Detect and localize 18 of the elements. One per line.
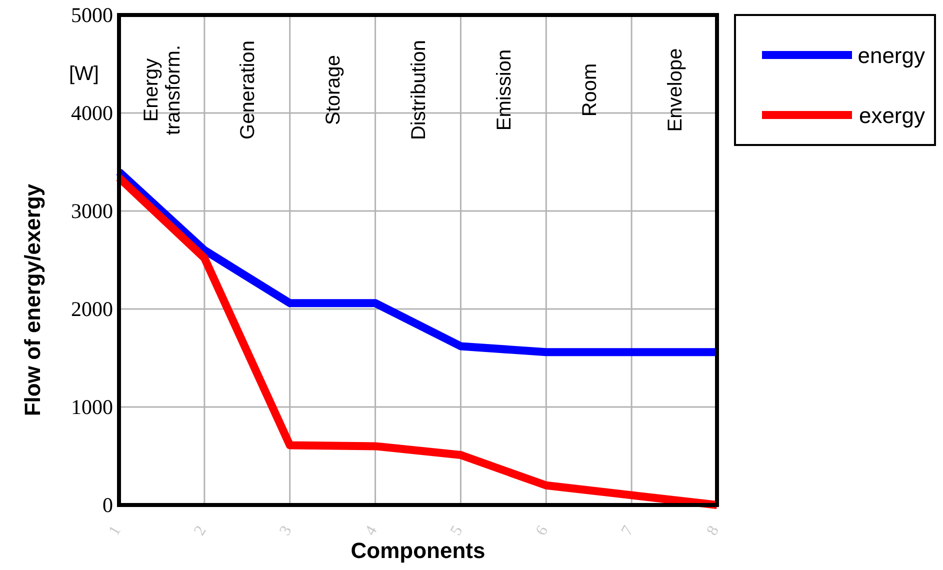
annotation: Envelope (664, 48, 686, 132)
annotation: Emission (493, 49, 516, 131)
annotation: Energy transform. (140, 44, 185, 136)
y-tick-label: 0 (102, 493, 113, 517)
y-axis-title: Flow of energy/exergy (20, 183, 45, 416)
y-tick-label: 4000 (71, 101, 113, 125)
text: [W] (69, 63, 99, 85)
y-tick-label: 2000 (71, 297, 113, 321)
annotation: Distribution (408, 40, 430, 140)
x-axis-title: Components (350, 538, 486, 563)
annotation: Room (578, 63, 601, 117)
y-tick-label: 3000 (71, 199, 113, 223)
legend-label: energy (858, 43, 925, 68)
annotation: Storage (322, 54, 345, 126)
y-tick-label: 5000 (71, 3, 113, 27)
y-tick-label: 1000 (71, 395, 113, 419)
legend-label: exergy (858, 103, 925, 128)
annotation: Generation (237, 40, 260, 140)
